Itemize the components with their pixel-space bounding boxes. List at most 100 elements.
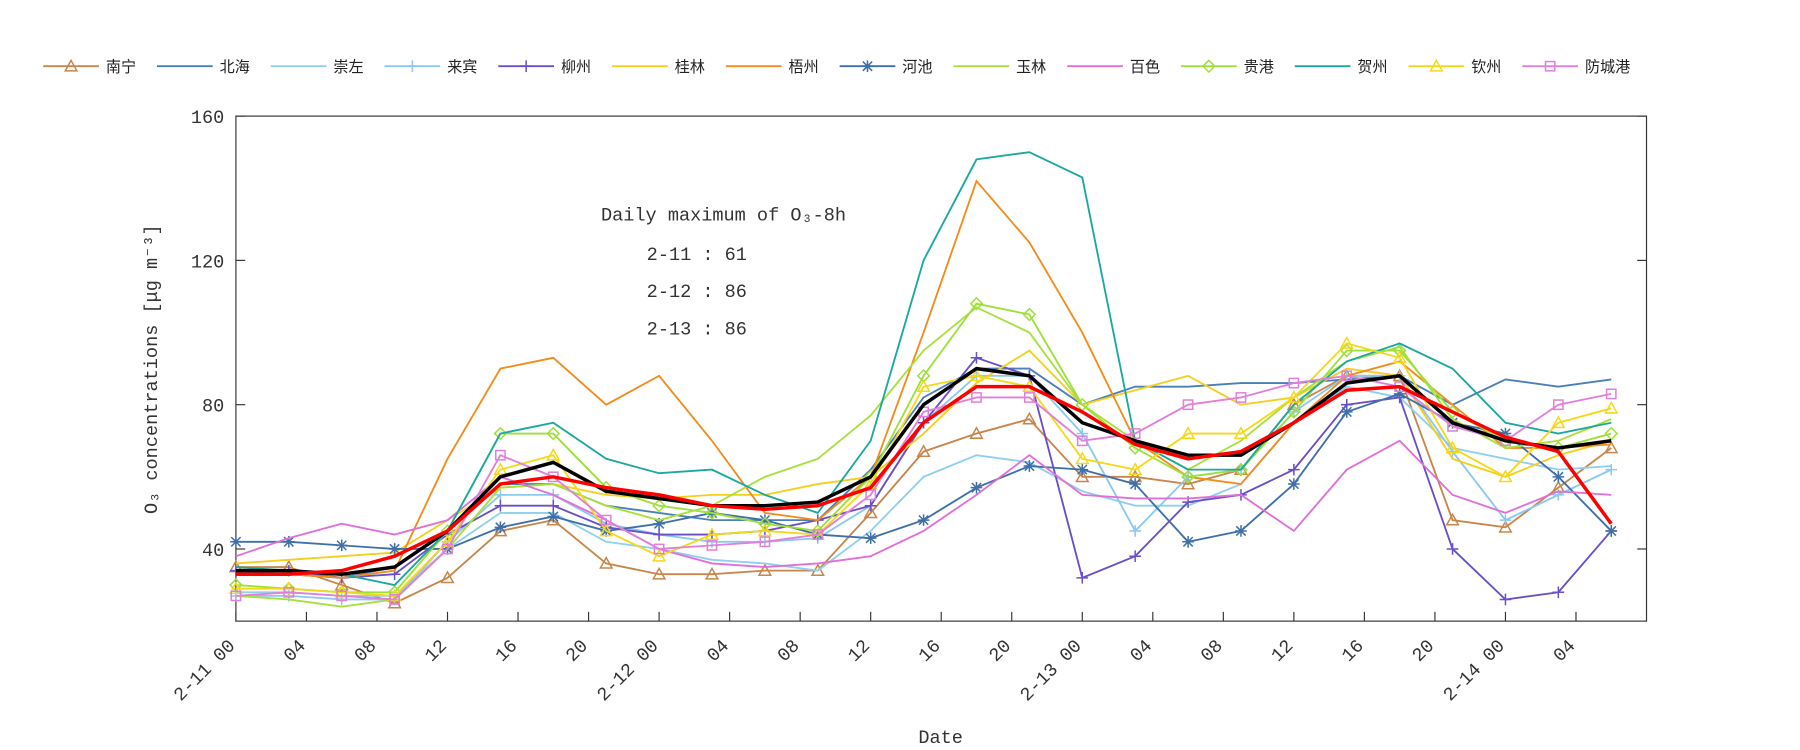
marker	[283, 535, 295, 548]
marker	[757, 563, 772, 577]
legend-label: 桂林	[675, 58, 705, 76]
annotation-line: 2-13 : 86	[647, 319, 747, 340]
series-line	[235, 439, 1612, 568]
marker	[1180, 426, 1196, 439]
x-tick-label: 12	[844, 636, 875, 667]
marker	[440, 534, 455, 548]
marker	[864, 532, 877, 544]
marker	[388, 543, 401, 555]
series-line	[235, 349, 1612, 565]
marker	[1076, 463, 1089, 476]
legend-label: 北海	[220, 58, 250, 76]
marker	[863, 505, 878, 519]
marker	[653, 543, 665, 555]
marker	[1552, 399, 1564, 411]
marker	[1605, 388, 1617, 400]
marker	[1075, 469, 1090, 483]
x-tick-label: 12	[421, 636, 452, 667]
marker	[1551, 415, 1566, 429]
legend-label: 南宁	[106, 58, 136, 76]
x-tick-label: 12	[1268, 636, 1299, 667]
x-tick-label: 08	[774, 636, 805, 667]
legend: 南宁 北海 崇左 来宾 柳州 桂林 梧州 河池 玉林 百色 贵港 贺州 钦州 防城港	[43, 58, 1630, 76]
marker	[334, 585, 349, 600]
marker	[704, 566, 720, 580]
marker	[1235, 392, 1247, 403]
x-tick-label: 16	[492, 636, 523, 667]
marker	[652, 566, 667, 580]
marker	[1446, 543, 1459, 555]
legend-label: 玉林	[1016, 58, 1046, 76]
marker	[442, 543, 453, 555]
marker	[336, 590, 348, 602]
marker	[706, 539, 718, 551]
series-line	[235, 366, 1612, 576]
marker	[494, 521, 507, 534]
x-tick-label: 2-13 00	[1017, 636, 1087, 706]
marker	[228, 581, 244, 595]
marker	[1201, 59, 1216, 74]
marker	[1181, 469, 1195, 484]
marker	[969, 426, 984, 439]
marker	[1233, 426, 1249, 439]
marker	[230, 590, 242, 602]
marker	[759, 514, 771, 526]
marker	[969, 368, 984, 382]
marker	[916, 379, 931, 393]
x-axis-label: Date	[918, 728, 963, 749]
marker	[970, 481, 983, 494]
legend-label: 崇左	[333, 58, 363, 76]
marker	[652, 548, 667, 562]
x-tick-label: 2-14 00	[1440, 636, 1510, 706]
series-line	[235, 151, 1612, 587]
marker	[1288, 478, 1300, 490]
series-line	[235, 179, 1612, 579]
marker	[1180, 476, 1196, 490]
legend-label: 柳州	[561, 58, 591, 76]
marker	[1605, 463, 1618, 476]
marker	[1129, 550, 1141, 563]
marker	[704, 527, 720, 540]
marker	[1605, 525, 1618, 537]
marker	[812, 529, 824, 540]
marker	[493, 426, 508, 441]
marker	[1022, 411, 1037, 425]
marker	[1552, 471, 1565, 483]
x-tick-label: 20	[1409, 636, 1440, 667]
marker	[63, 58, 79, 72]
marker	[1604, 400, 1619, 414]
marker	[406, 60, 419, 72]
marker	[387, 595, 402, 609]
marker	[917, 514, 930, 526]
x-tick-label: 20	[985, 636, 1016, 667]
marker	[1023, 392, 1035, 403]
marker	[1182, 399, 1194, 411]
marker	[1076, 427, 1089, 440]
marker	[1392, 350, 1407, 364]
marker	[1234, 462, 1248, 477]
x-tick-label: 08	[1197, 636, 1228, 667]
marker	[916, 444, 931, 457]
x-tick-label: 08	[351, 636, 382, 667]
x-tick-label: 16	[915, 636, 946, 667]
marker	[864, 499, 877, 512]
marker	[495, 449, 506, 461]
legend-label: 防城港	[1585, 58, 1630, 76]
marker	[865, 489, 877, 501]
marker	[1393, 388, 1406, 400]
marker	[1445, 512, 1460, 526]
marker	[493, 462, 508, 476]
marker	[1392, 343, 1407, 358]
y-tick-label: 160	[191, 108, 224, 129]
marker	[230, 535, 242, 548]
marker	[546, 426, 561, 441]
legend-label: 梧州	[789, 58, 819, 76]
marker	[1445, 440, 1460, 454]
marker	[1129, 525, 1141, 537]
marker	[969, 296, 984, 311]
x-tick-label: 04	[280, 636, 311, 667]
marker	[1604, 440, 1619, 454]
marker	[1288, 463, 1300, 476]
marker	[1429, 58, 1444, 72]
